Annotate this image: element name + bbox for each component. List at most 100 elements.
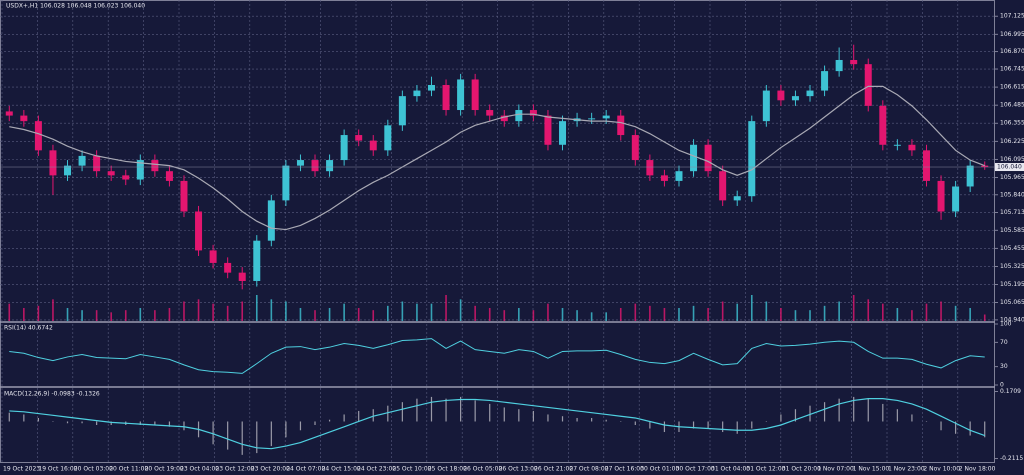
macd-histogram-bar	[736, 421, 738, 434]
candle-body	[500, 115, 508, 122]
volume-bar	[459, 299, 462, 321]
y-tick-label: 106.870	[1000, 48, 1024, 55]
candle-body	[195, 211, 203, 251]
macd-histogram-bar	[809, 405, 811, 422]
candle-body	[78, 155, 86, 166]
macd-histogram-bar	[663, 421, 666, 433]
volume-bar	[750, 295, 753, 321]
x-tick-label: 30 Oct 17:00	[676, 466, 715, 473]
candle-body	[762, 90, 770, 122]
volume-bar	[590, 312, 593, 321]
candle-body	[398, 96, 406, 126]
candle-body	[20, 115, 28, 122]
candle-body	[529, 110, 537, 116]
candle-body	[922, 150, 930, 181]
y-tick-label: 105.965	[1000, 174, 1024, 181]
volume-bar	[52, 299, 54, 321]
y-tick-label: 106.485	[1000, 102, 1024, 109]
y-tick-label: 105.713	[1000, 209, 1024, 216]
volume-bar	[692, 305, 695, 321]
last-price-tag	[995, 163, 1024, 172]
y-tick-label: 105.585	[1000, 227, 1024, 234]
y-tick-label: 100	[1000, 321, 1012, 328]
volume-bar	[416, 303, 418, 321]
macd-histogram-bar	[96, 421, 98, 425]
volume-bar	[721, 301, 724, 321]
candle-body	[937, 180, 945, 212]
volume-bar	[270, 299, 273, 321]
x-tick-label: 27 Oct 16:00	[605, 466, 644, 473]
candle-body	[719, 171, 727, 201]
volume-bar	[547, 303, 549, 321]
candle-body	[296, 160, 304, 166]
volume-bar	[503, 310, 506, 321]
volume-bar	[576, 310, 578, 321]
candle-body	[748, 121, 756, 197]
candle-body	[660, 175, 668, 181]
volume-bar	[838, 301, 840, 321]
candle-body	[981, 165, 989, 168]
volume-bar	[154, 310, 156, 321]
candle-body	[864, 64, 872, 106]
candle-body	[122, 175, 130, 180]
rsi-title: RSI(14) 40.6742	[4, 325, 53, 332]
macd-histogram-bar	[66, 421, 69, 424]
candle-body	[617, 115, 625, 136]
candle-body	[427, 85, 435, 91]
candle-body	[675, 171, 683, 181]
candle-body	[107, 171, 115, 176]
macd-histogram-bar	[532, 410, 534, 422]
volume-bar	[197, 299, 200, 321]
x-tick-label: 26 Oct 13:00	[499, 466, 538, 473]
volume-bar	[183, 301, 185, 321]
candle-body	[879, 105, 887, 145]
macd-histogram-bar	[605, 419, 607, 422]
candle-body	[311, 160, 319, 172]
candle-body	[821, 71, 829, 91]
volume-bar	[343, 303, 345, 321]
volume-bar	[226, 305, 229, 321]
candle-body	[384, 125, 392, 151]
macd-histogram-bar	[765, 421, 767, 422]
y-tick-label: 0.1709	[1000, 388, 1021, 395]
volume-bar	[867, 299, 870, 321]
volume-bar	[518, 308, 520, 321]
candle-body	[791, 96, 799, 101]
macd-signal-line	[9, 398, 985, 450]
macd-histogram-bar	[955, 421, 957, 434]
volume-bar	[634, 303, 637, 321]
x-tick-label: 1 Nov 15:00	[853, 466, 890, 473]
volume-bar	[81, 310, 83, 321]
candle-body	[631, 135, 639, 161]
x-tick-label: 26 Oct 21:00	[534, 466, 573, 473]
macd-histogram-bar	[430, 396, 433, 422]
macd-histogram-bar	[591, 417, 593, 422]
volume-bar	[387, 305, 389, 321]
macd-histogram-bar	[241, 421, 243, 455]
candle-body	[457, 79, 465, 111]
macd-histogram-bar	[52, 421, 54, 422]
y-tick-label: 105.065	[1000, 299, 1024, 306]
volume-bar	[940, 301, 942, 321]
macd-histogram-bar	[911, 414, 913, 422]
macd-histogram-bar	[416, 398, 418, 422]
candle-body	[835, 59, 843, 72]
candle-body	[224, 262, 232, 273]
macd-histogram-bar	[940, 421, 942, 431]
x-tick-label: 2 Nov 10:00	[923, 466, 960, 473]
volume-bar	[649, 305, 651, 321]
macd-histogram-bar	[401, 402, 403, 422]
volume-bar	[954, 305, 957, 321]
x-tick-label: 27 Oct 08:00	[569, 466, 608, 473]
volume-bar	[401, 301, 404, 321]
candle-body	[893, 144, 901, 146]
volume-bar	[37, 305, 40, 321]
volume-bar	[663, 308, 666, 321]
candle-body	[267, 200, 275, 241]
macd-histogram-bar	[227, 421, 229, 450]
x-tick-label: 24 Oct 15:00	[322, 466, 361, 473]
candle-body	[253, 240, 261, 281]
macd-histogram-bar	[314, 421, 316, 425]
